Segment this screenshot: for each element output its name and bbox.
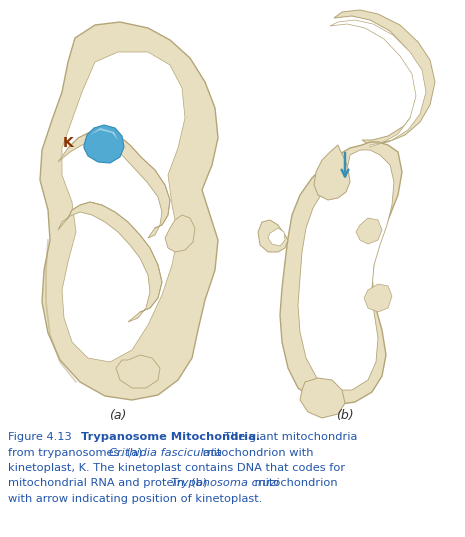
Text: with arrow indicating position of kinetoplast.: with arrow indicating position of kineto… (8, 494, 262, 504)
Polygon shape (116, 355, 160, 388)
Text: mitochondrion: mitochondrion (251, 478, 338, 489)
Text: Trypanosoma cruzi: Trypanosoma cruzi (171, 478, 279, 489)
Text: The giant mitochondria: The giant mitochondria (217, 432, 358, 442)
Polygon shape (258, 220, 288, 252)
Text: (b): (b) (336, 409, 354, 422)
Polygon shape (356, 218, 382, 244)
Text: Figure 4.13: Figure 4.13 (8, 432, 72, 442)
Polygon shape (40, 22, 218, 400)
Text: Trypanosome Mitochondria.: Trypanosome Mitochondria. (65, 432, 260, 442)
Polygon shape (165, 215, 195, 252)
Text: mitochondrial RNA and protein. (b): mitochondrial RNA and protein. (b) (8, 478, 211, 489)
Text: Crithidia fasciculata: Crithidia fasciculata (109, 447, 222, 458)
Polygon shape (280, 142, 402, 405)
Polygon shape (330, 20, 426, 147)
Text: (a): (a) (109, 409, 126, 422)
Polygon shape (58, 130, 170, 238)
Polygon shape (300, 378, 345, 418)
Polygon shape (364, 284, 392, 312)
Polygon shape (58, 202, 162, 322)
Text: mitochondrion with: mitochondrion with (199, 447, 313, 458)
Polygon shape (268, 228, 285, 246)
Text: kinetoplast, K. The kinetoplast contains DNA that codes for: kinetoplast, K. The kinetoplast contains… (8, 463, 345, 473)
Polygon shape (62, 52, 185, 362)
Polygon shape (84, 125, 124, 163)
Polygon shape (90, 128, 118, 140)
Text: from trypanosomes. (a): from trypanosomes. (a) (8, 447, 146, 458)
Polygon shape (314, 145, 350, 200)
Polygon shape (298, 150, 394, 390)
Text: K: K (63, 136, 73, 150)
Polygon shape (334, 10, 435, 145)
